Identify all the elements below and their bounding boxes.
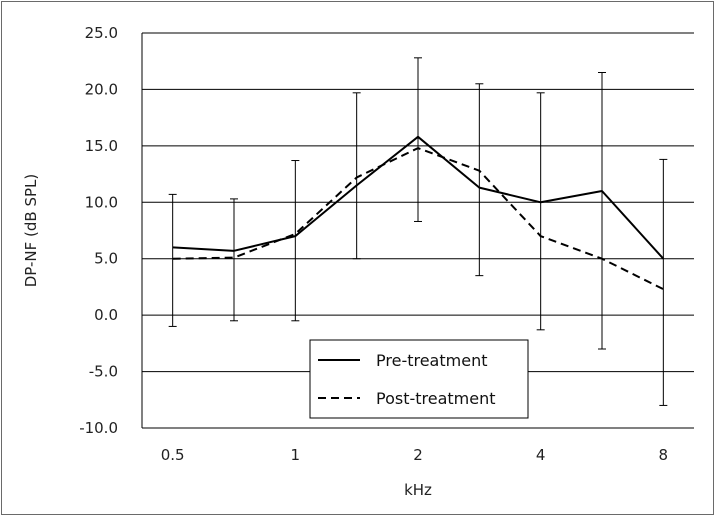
y-tick-labels: 25.0 20.0 15.0 10.0 5.0 0.0 -5.0 -10.0	[79, 24, 118, 437]
legend-box	[309, 339, 529, 419]
legend: Pre-treatment Post-treatment	[309, 339, 529, 419]
y-tick-label-5: 0.0	[94, 306, 118, 324]
x-tick-label-8: 8	[659, 446, 669, 464]
x-tick-label-4: 2	[413, 446, 423, 464]
x-tick-label-2: 1	[291, 446, 301, 464]
series-lines	[172, 135, 665, 291]
y-tick-label-1: 20.0	[85, 80, 118, 98]
error-bars	[168, 57, 668, 406]
y-tick-label-7: -10.0	[79, 419, 118, 437]
x-axis-title: kHz	[404, 481, 432, 499]
y-tick-label-3: 10.0	[85, 193, 118, 211]
y-tick-label-2: 15.0	[85, 137, 118, 155]
y-tick-label-0: 25.0	[85, 24, 118, 42]
legend-label-pre-treatment: Pre-treatment	[376, 351, 487, 370]
x-tick-label-6: 4	[536, 446, 546, 464]
y-tick-label-4: 5.0	[94, 250, 118, 268]
series-line-post-treatment	[172, 147, 664, 291]
y-axis-title: DP-NF (dB SPL)	[22, 174, 40, 288]
y-tick-label-6: -5.0	[89, 363, 118, 381]
x-tick-label-0: 0.5	[161, 446, 185, 464]
legend-label-post-treatment: Post-treatment	[376, 389, 496, 408]
series-line-pre-treatment	[172, 135, 665, 260]
x-tick-labels: 0.5 1 2 4 8	[161, 446, 668, 464]
